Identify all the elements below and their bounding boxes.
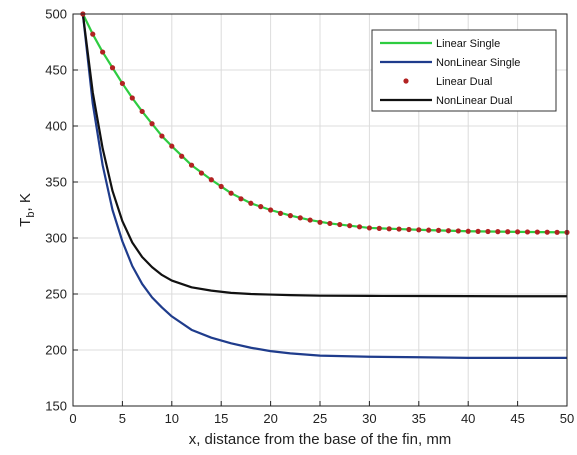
series-linear-dual-point <box>100 49 106 55</box>
series-linear-dual-point <box>228 190 234 196</box>
x-tick-label: 10 <box>165 411 179 426</box>
series-linear-dual-point <box>386 226 392 232</box>
series-linear-dual-point <box>426 227 432 233</box>
series-linear-dual-point <box>149 121 155 127</box>
legend: Linear Single NonLinear Single Linear Dual… <box>371 29 557 112</box>
series-linear-dual-point <box>337 221 343 228</box>
series-linear-dual-point <box>356 224 363 230</box>
series-linear-dual-point <box>188 162 195 168</box>
series-linear-dual-point <box>554 229 560 235</box>
series-linear-dual <box>80 11 570 235</box>
series-linear-dual-point <box>129 95 135 101</box>
series-linear-dual-point <box>198 170 205 176</box>
x-tick-label: 30 <box>362 411 376 426</box>
legend-label-nonlinear-single: NonLinear Single <box>436 57 520 69</box>
x-tick-label: 0 <box>69 411 76 426</box>
x-tick-label: 45 <box>510 411 524 426</box>
series-linear-dual-point <box>258 204 264 210</box>
y-tick-label: 350 <box>45 175 67 190</box>
series-linear-dual-point <box>455 228 461 234</box>
y-tick-label: 150 <box>45 399 67 414</box>
y-tick-label: 400 <box>45 119 67 134</box>
y-tick-label: 450 <box>45 63 67 78</box>
y-axis-label-main: T <box>17 218 34 227</box>
x-tick-label: 20 <box>263 411 277 426</box>
series-linear-dual-point <box>327 220 333 227</box>
series-linear-dual-point <box>287 213 293 219</box>
series-linear-dual-point <box>248 200 254 206</box>
x-axis-label: x, distance from the base of the fin, mm <box>189 431 452 448</box>
series-linear-dual-point <box>505 229 511 235</box>
y-axis-label-subscript: b <box>25 212 37 218</box>
x-tick-label: 5 <box>119 411 126 426</box>
series-linear-dual-point <box>445 228 452 234</box>
series-linear-dual-point <box>495 229 501 235</box>
series-nonlinear-single-line <box>81 13 567 359</box>
series-linear-dual-point <box>119 80 125 87</box>
ticks: 0 5 10 15 20 25 30 35 40 45 50 150 200 250 300 350 400 45… <box>45 7 574 427</box>
series-linear-dual-point <box>277 210 284 216</box>
y-tick-label: 300 <box>45 231 67 246</box>
y-tick-label: 500 <box>45 7 67 22</box>
series-linear-dual-point <box>376 225 382 231</box>
series-linear-dual-point <box>307 217 313 223</box>
series-linear-dual-point <box>169 143 175 149</box>
series-linear-dual-point <box>238 196 244 202</box>
series-linear-dual-point <box>366 225 372 231</box>
y-tick-label: 250 <box>45 287 67 302</box>
legend-label-linear-dual: Linear Dual <box>436 76 492 88</box>
x-tick-label: 15 <box>214 411 228 426</box>
series-linear-dual-point <box>524 229 531 235</box>
series-linear-dual-point <box>297 215 303 221</box>
series-linear-dual-point <box>159 133 165 139</box>
series-linear-dual-point <box>218 183 224 190</box>
series-nonlinear-dual-line <box>81 13 567 298</box>
series-linear-dual-point <box>435 227 442 233</box>
series-linear-dual-point <box>406 226 412 233</box>
x-tick-label: 50 <box>560 411 574 426</box>
y-axis-label: Tb, K <box>17 193 37 227</box>
x-tick-label: 40 <box>461 411 475 426</box>
series-linear-dual-point <box>109 65 116 71</box>
series-linear-dual-point <box>208 177 214 183</box>
series-linear-dual-point <box>416 227 422 233</box>
series-linear-dual-point <box>475 228 481 234</box>
series-layer <box>80 11 570 359</box>
x-tick-label: 35 <box>412 411 426 426</box>
x-tick-label: 25 <box>313 411 327 426</box>
series-linear-dual-point <box>396 226 402 232</box>
legend-label-nonlinear-dual: NonLinear Dual <box>436 95 512 107</box>
y-axis-label-unit: , K <box>17 193 34 211</box>
series-linear-dual-point <box>347 223 353 229</box>
series-linear-dual-point <box>139 108 145 115</box>
series-linear-dual-point <box>179 153 185 159</box>
series-linear-dual-point <box>544 229 550 235</box>
series-linear-dual-point <box>515 229 521 235</box>
series-linear-dual-point <box>485 228 491 235</box>
series-linear-dual-point <box>534 229 540 235</box>
y-tick-label: 200 <box>45 343 67 358</box>
series-linear-dual-point <box>90 31 96 37</box>
series-linear-dual-point <box>317 219 323 225</box>
series-linear-dual-point <box>268 207 274 213</box>
legend-marker-linear-dual <box>403 78 409 84</box>
legend-label-linear-single: Linear Single <box>436 38 500 50</box>
series-linear-dual-point <box>465 228 471 234</box>
